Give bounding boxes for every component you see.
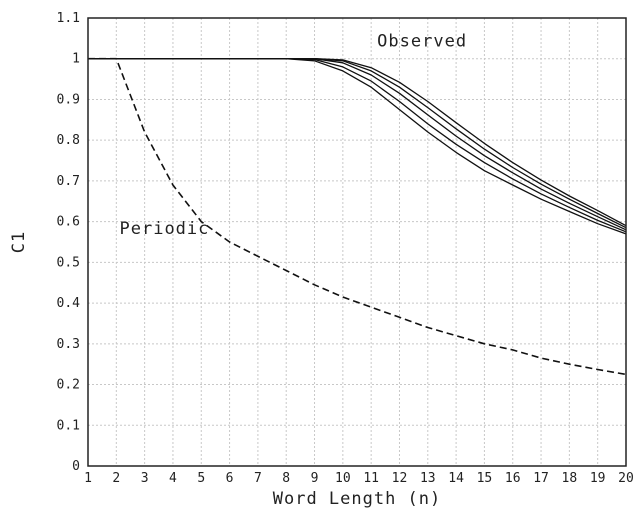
series-group	[88, 57, 627, 376]
x-tick-label: 5	[197, 471, 205, 486]
x-tick-label: 18	[562, 471, 578, 486]
y-tick-label: 1.1	[57, 11, 80, 26]
y-axis-label: C1	[9, 231, 29, 253]
x-tick-label: 12	[392, 471, 408, 486]
series-line-observed-5	[88, 58, 627, 227]
x-tick-label: 1	[84, 471, 92, 486]
plot-border	[87, 17, 627, 467]
x-tick-label: 11	[363, 471, 379, 486]
annotation-label: Periodic	[120, 219, 210, 239]
series-line-observed-2	[88, 58, 627, 233]
series-line-observed-3	[88, 58, 627, 231]
x-axis-label: Word Length (n)	[273, 489, 442, 509]
x-tick-label: 14	[448, 471, 464, 486]
annotations: Observed Periodic	[120, 32, 467, 239]
y-tick-label: 0.7	[57, 174, 80, 189]
x-tick-label: 2	[112, 471, 120, 486]
y-tick-label: 0.8	[57, 133, 80, 148]
x-tick-label: 6	[226, 471, 234, 486]
y-tick-label: 0.4	[57, 296, 81, 311]
y-tick-label: 0.1	[57, 418, 80, 433]
x-tick-label: 9	[311, 471, 319, 486]
y-tick-labels: 0 0.1 0.2 0.3 0.4 0.5 0.6 0.7 0.8 0.9 1 1.1	[57, 11, 81, 474]
x-tick-label: 3	[141, 471, 149, 486]
y-tick-label: 0.6	[57, 215, 80, 230]
y-tick-label: 0.9	[57, 92, 80, 107]
plot-frame	[87, 17, 627, 467]
x-tick-label: 16	[505, 471, 521, 486]
x-tick-label: 13	[420, 471, 436, 486]
series-line-periodic	[88, 57, 627, 376]
x-tick-label: 4	[169, 471, 177, 486]
x-tick-label: 17	[533, 471, 549, 486]
y-tick-label: 1	[72, 52, 80, 67]
annotation-label: Observed	[377, 32, 467, 52]
x-tick-label: 10	[335, 471, 351, 486]
x-tick-label: 19	[590, 471, 606, 486]
y-tick-label: 0	[72, 459, 80, 474]
x-tick-labels: 1 2 3 4 5 6 7 8 9 10 11 12 13 14 15 16 17 18 19 20	[84, 471, 634, 486]
y-tick-label: 0.3	[57, 337, 80, 352]
grid	[87, 17, 627, 467]
x-tick-label: 20	[618, 471, 634, 486]
y-tick-label: 0.5	[57, 255, 80, 270]
x-tick-label: 15	[477, 471, 493, 486]
x-tick-label: 8	[282, 471, 290, 486]
y-tick-label: 0.2	[57, 378, 80, 393]
series-line-observed-4	[88, 58, 627, 229]
series-line-observed-1	[88, 58, 627, 235]
x-tick-label: 7	[254, 471, 262, 486]
